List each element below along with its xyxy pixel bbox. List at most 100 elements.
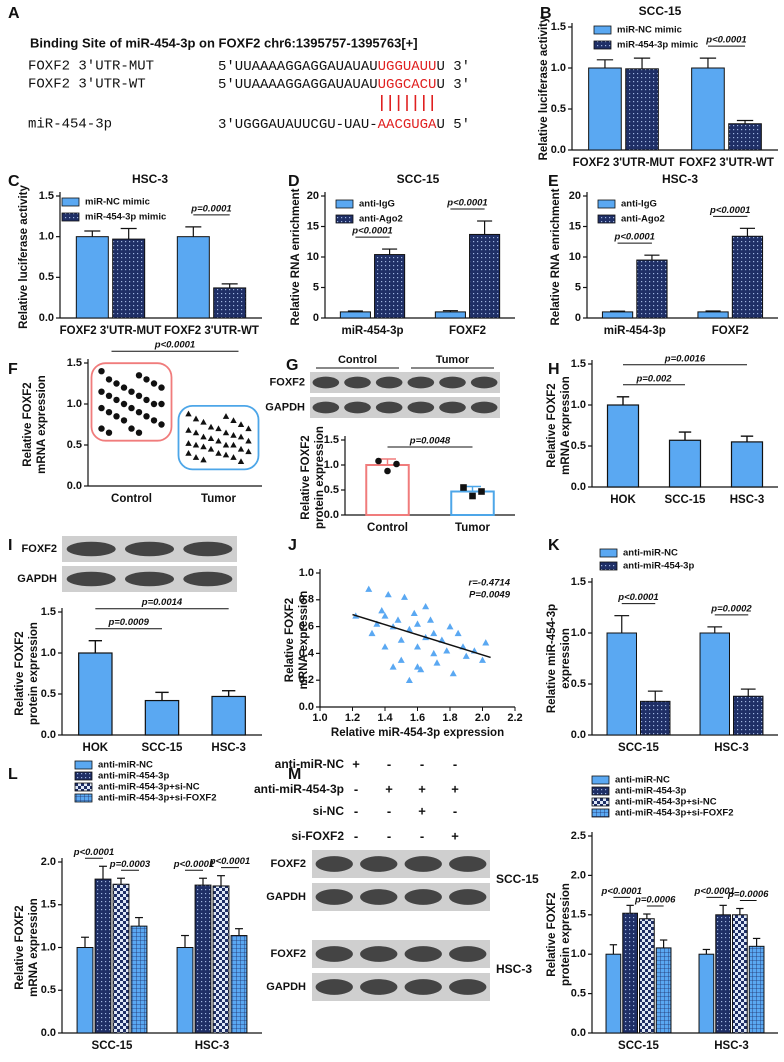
condition-label: anti-miR-NC [275,757,345,771]
sequence: 5'UUAAAAGGAGGAUAUAUUGGUAUUU 3' [218,59,470,75]
legend-label: anti-miR-454-3p [615,786,686,797]
legend-swatch [61,197,80,207]
blot-label: FOXF2 [22,543,57,555]
data-point [430,629,438,637]
x-tick-label: HSC-3 [211,742,246,754]
cell-line-label: SCC-15 [496,872,539,886]
distribution-outline [177,404,260,471]
data-point [427,616,434,623]
y-tick-label: 1.0 [41,941,56,953]
y-tick-label: 0.0 [41,1027,56,1039]
annotation: p=0.0006 [634,895,676,906]
legend-label: anti-Ago2 [359,214,403,225]
annotation: P=0.0049 [469,590,511,601]
data-point [185,427,192,433]
data-point [135,372,143,379]
x-tick-label: 2.2 [507,712,522,724]
panel-letter: C [8,173,20,190]
data-point [417,665,425,673]
x-axis-label: Relative miR-454-3p expression [331,727,504,739]
data-point [230,417,237,423]
y-tick-label: 20 [569,190,581,202]
legend-label: anti-miR-454-3p [623,561,694,572]
y-tick-label: 1.0 [571,399,586,411]
y-tick-label: 1.0 [571,627,586,639]
data-point [200,443,207,450]
y-tick-label: 0.0 [571,729,586,741]
panel-letter: D [288,173,300,190]
blot-label: GAPDH [266,981,306,993]
data-point [185,450,192,456]
annotation: p<0.0001 [694,886,735,897]
blot-band [404,856,442,872]
panel-letter: J [288,537,297,554]
data-point [135,429,143,436]
x-tick-label: 1.0 [312,712,327,724]
bar [434,311,466,319]
condition-label: si-FOXF2 [291,829,344,843]
data-point [230,454,237,460]
legend-label: anti-miR-454-3p+si-NC [98,782,200,793]
x-tick-label: SCC-15 [92,1040,134,1052]
data-point [98,368,105,375]
data-point [120,384,128,391]
y-axis-label: Relative FOXF2 [284,598,296,682]
y-tick-label: 1.5 [571,576,586,588]
x-tick-label: 1.6 [410,712,425,724]
y-tick-label: 1.5 [324,434,339,446]
y-axis-label: Relative RNA enrichment [290,188,302,325]
panel-letter: B [540,5,552,22]
y-tick-label: 15 [307,220,319,232]
x-tick-label: 1.8 [442,712,457,724]
x-tick-label: Control [111,493,152,505]
data-point [143,396,150,404]
data-point [389,663,397,670]
legend-swatch [74,760,93,770]
x-tick-label: 1.2 [345,712,360,724]
blot-band [315,946,353,962]
y-tick-label: 0.0 [39,312,54,324]
y-axis-label: Relative miR-454-3p [546,604,558,713]
x-tick-label: HSC-3 [195,1040,230,1052]
blot-label: GAPDH [17,573,57,585]
data-point [405,676,413,683]
data-point [192,441,200,448]
y-axis-label: Relative FOXF2 [14,631,26,715]
y-tick-label: 2.0 [571,869,586,881]
bar [374,254,406,319]
legend-swatch [591,786,610,796]
data-point [381,612,389,619]
data-point [479,656,486,663]
legend-swatch [74,771,93,781]
data-point [98,425,105,432]
chart-title: HSC-3 [662,172,698,186]
condition-mark: - [354,803,358,818]
data-point [414,620,421,627]
blot-band [312,401,340,414]
data-point [230,431,237,438]
condition-label: anti-miR-454-3p [254,782,344,796]
y-tick-label: 0.5 [324,484,339,496]
y-tick-label: 0.0 [41,729,56,741]
bar [691,67,725,151]
legend-swatch [597,199,616,209]
y-axis-label: Relative FOXF2 [14,905,26,989]
data-point [185,440,192,446]
bar [194,884,212,1034]
annotation: p=0.0014 [141,597,183,608]
y-axis-label: Relative FOXF2 [546,383,558,467]
y-tick-label: 15 [569,220,581,232]
x-tick-label: SCC-15 [142,742,184,754]
legend-label: anti-miR-454-3p+si-FOXF2 [98,793,217,804]
legend-swatch [61,212,80,222]
blot-label: GAPDH [265,401,305,413]
annotation: p<0.0001 [209,856,250,867]
sequence: 5'UUAAAAGGAGGAUAUAUUGGCACUU 3' [218,77,470,93]
data-point [230,441,237,448]
legend-label: anti-miR-454-3p+si-FOXF2 [615,808,734,819]
annotation: p=0.0002 [710,603,752,614]
legend-swatch [593,40,612,50]
data-point [245,448,252,455]
legend-label: anti-IgG [359,199,395,210]
y-axis-label: Relative FOXF2 [22,382,34,466]
